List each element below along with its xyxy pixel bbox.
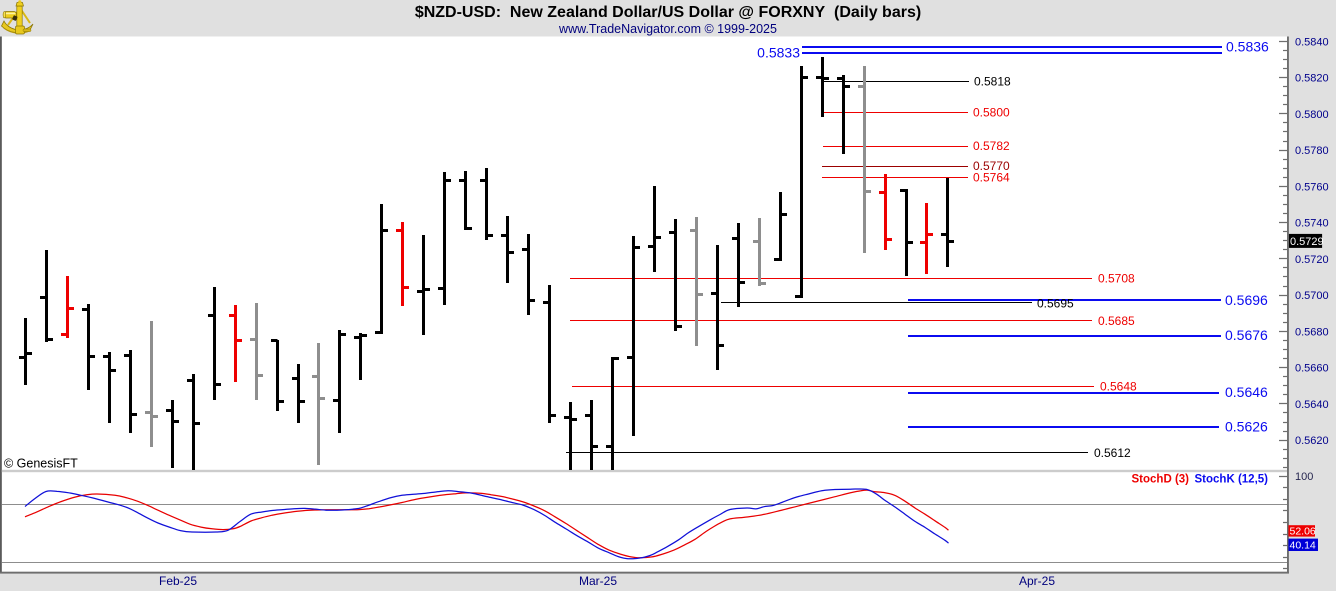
svg-text:0.5646: 0.5646 <box>1225 384 1268 400</box>
svg-text:100: 100 <box>1295 471 1313 483</box>
svg-text:0.5729: 0.5729 <box>1290 236 1324 248</box>
svg-text:0.5640: 0.5640 <box>1295 399 1329 411</box>
svg-text:0.5833: 0.5833 <box>757 44 800 60</box>
svg-text:0.5800: 0.5800 <box>973 106 1010 120</box>
svg-text:52.06: 52.06 <box>1290 525 1316 537</box>
svg-text:StochD (3): StochD (3) <box>1132 474 1190 486</box>
svg-text:0.5648: 0.5648 <box>1100 380 1137 394</box>
svg-text:0.5836: 0.5836 <box>1226 38 1269 54</box>
svg-text:0.5680: 0.5680 <box>1295 326 1329 338</box>
svg-text:0.5720: 0.5720 <box>1295 254 1329 266</box>
svg-text:$NZD-USD: New Zealand Dollar/: $NZD-USD: New Zealand Dollar/US Dollar @… <box>415 4 921 21</box>
svg-text:www.TradeNavigator.com © 1999-: www.TradeNavigator.com © 1999-2025 <box>558 22 777 36</box>
svg-text:40.14: 40.14 <box>1290 539 1316 551</box>
svg-text:0.5660: 0.5660 <box>1295 363 1329 375</box>
svg-text:Apr-25: Apr-25 <box>1019 574 1055 588</box>
svg-text:0.5676: 0.5676 <box>1225 327 1268 343</box>
svg-text:0.5840: 0.5840 <box>1295 36 1329 48</box>
svg-text:StochK (12,5): StochK (12,5) <box>1195 474 1269 486</box>
svg-text:Feb-25: Feb-25 <box>159 574 197 588</box>
svg-text:© GenesisFT: © GenesisFT <box>4 457 78 471</box>
svg-text:0.5800: 0.5800 <box>1295 109 1329 121</box>
svg-text:0.5740: 0.5740 <box>1295 218 1329 230</box>
svg-text:Mar-25: Mar-25 <box>579 574 617 588</box>
svg-text:0.5760: 0.5760 <box>1295 181 1329 193</box>
svg-text:0.5626: 0.5626 <box>1225 418 1268 434</box>
svg-text:0.5700: 0.5700 <box>1295 290 1329 302</box>
svg-text:0.5685: 0.5685 <box>1098 314 1135 328</box>
svg-text:0.5782: 0.5782 <box>973 139 1010 153</box>
svg-text:0.5818: 0.5818 <box>974 74 1011 88</box>
svg-text:0.5780: 0.5780 <box>1295 145 1329 157</box>
svg-text:0.5708: 0.5708 <box>1098 272 1135 286</box>
svg-text:0.5820: 0.5820 <box>1295 73 1329 85</box>
svg-text:0.5770: 0.5770 <box>973 159 1010 173</box>
svg-text:0.5612: 0.5612 <box>1094 446 1131 460</box>
svg-text:0.5620: 0.5620 <box>1295 435 1329 447</box>
svg-text:0.5695: 0.5695 <box>1037 296 1074 310</box>
svg-text:0.5764: 0.5764 <box>973 171 1010 185</box>
svg-text:0.5696: 0.5696 <box>1225 292 1268 308</box>
